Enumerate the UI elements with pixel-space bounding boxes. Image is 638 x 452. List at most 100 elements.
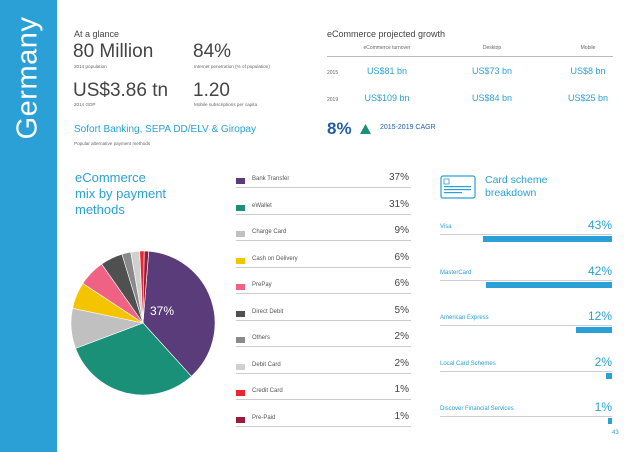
- legend-row-cash-on-delivery: Cash on Delivery 6%: [236, 252, 411, 276]
- legend-row-bank-transfer: Bank Transfer 37%: [236, 172, 411, 196]
- growth-col-desktop: Desktop: [482, 45, 502, 51]
- card-bar-discover-financial-services: [608, 418, 612, 424]
- payment-mix-pie-chart: [70, 250, 216, 396]
- legend-swatch-prepay: [236, 284, 245, 290]
- card-row-discover-financial-services: Discover Financial Services 1%: [440, 400, 612, 440]
- legend-value-ewallet: 31%: [388, 198, 409, 210]
- page-number: 43: [612, 430, 619, 436]
- legend-value-credit-card: 1%: [394, 384, 409, 395]
- card-bar-visa: [482, 236, 612, 242]
- legend-label-pre-paid: Pre-Paid: [252, 414, 276, 421]
- payment-methods-label: Popular alternative payment methods: [74, 141, 151, 146]
- growth-col-mobile: Mobile: [580, 45, 596, 51]
- country-sidebar: Germany: [0, 0, 57, 452]
- legend-swatch-credit-card: [236, 390, 245, 396]
- legend-row-ewallet: eWallet 31%: [236, 199, 411, 223]
- card-value-local-card-schemes: 2%: [594, 354, 612, 369]
- growth-year-2015: 2015: [327, 70, 339, 76]
- country-name: Germany: [11, 16, 44, 140]
- card-bar-mastercard: [485, 281, 612, 288]
- card-divider: [440, 234, 612, 235]
- card-row-american-express: American Express 12%: [440, 309, 612, 349]
- card-bar-local-card-schemes: [605, 372, 612, 379]
- mobile-value: 1.20: [193, 80, 230, 101]
- mobile-label: Mobile subscriptions per capita: [194, 102, 258, 107]
- legend-divider: [236, 187, 411, 188]
- mix-title-line2: mix by payment: [75, 186, 167, 201]
- legend-swatch-cash-on-delivery: [236, 257, 245, 264]
- card-bar-american-express: [575, 327, 612, 333]
- card-title-line1: Card scheme: [485, 174, 548, 186]
- legend-value-prepay: 6%: [394, 278, 409, 289]
- population-value: 80 Million: [73, 41, 154, 62]
- legend-swatch-direct-debit: [236, 310, 245, 317]
- legend-label-bank-transfer: Bank Transfer: [252, 176, 290, 182]
- turnover-2019: US$109 bn: [364, 93, 410, 103]
- legend-divider: [236, 319, 411, 321]
- legend-divider: [236, 293, 411, 294]
- payment-methods-value: Sofort Banking, SEPA DD/ELV & Giropay: [74, 124, 256, 135]
- triangle-up-icon: [360, 124, 371, 134]
- legend-value-cash-on-delivery: 6%: [394, 251, 409, 263]
- gdp-label: 2014 GDP: [74, 102, 96, 107]
- mix-title-line3: methods: [75, 202, 125, 217]
- glance-title: At a glance: [74, 29, 120, 39]
- card-label-discover-financial-services: Discover Financial Services: [440, 406, 514, 412]
- cagr-label: 2015-2019 CAGR: [380, 124, 436, 131]
- legend-row-credit-card: Credit Card 1%: [236, 384, 411, 408]
- legend-label-prepay: PrePay: [252, 282, 272, 288]
- legend-label-charge-card: Charge Card: [252, 229, 287, 235]
- card-row-visa: Visa 43%: [440, 218, 612, 258]
- legend-label-ewallet: eWallet: [252, 202, 272, 209]
- legend-swatch-others: [236, 337, 245, 343]
- card-value-discover-financial-services: 1%: [594, 400, 612, 414]
- legend-divider: [236, 425, 411, 427]
- card-divider: [440, 370, 612, 372]
- legend-value-pre-paid: 1%: [394, 410, 409, 422]
- legend-row-prepay: PrePay 6%: [236, 278, 411, 302]
- pie-slice-ewallet: [75, 322, 192, 396]
- legend-value-direct-debit: 5%: [394, 304, 409, 316]
- legend-row-charge-card: Charge Card 9%: [236, 225, 411, 249]
- card-title-line2: breakdown: [485, 187, 537, 199]
- card-scheme-title: Card scheme breakdown: [485, 174, 547, 200]
- legend-label-debit-card: Debit Card: [252, 361, 281, 368]
- cagr-value: 8%: [327, 119, 352, 138]
- card-value-mastercard: 42%: [587, 263, 612, 278]
- card-divider: [440, 279, 612, 281]
- desktop-2019: US$84 bn: [471, 93, 513, 103]
- legend-label-direct-debit: Direct Debit: [252, 308, 284, 315]
- card-label-mastercard: MasterCard: [440, 269, 472, 276]
- legend-value-others: 2%: [394, 331, 409, 342]
- mobile-2015: US$8 bn: [570, 66, 606, 76]
- mix-title-line1: eCommerce: [75, 170, 146, 185]
- legend-row-pre-paid: Pre-Paid 1%: [236, 411, 411, 435]
- legend-divider: [236, 240, 411, 241]
- internet-label: Internet penetration (% of population): [194, 64, 270, 69]
- legend-swatch-ewallet: [236, 204, 245, 211]
- card-row-local-card-schemes: Local Card Schemes 2%: [440, 355, 612, 395]
- card-divider: [440, 325, 612, 326]
- desktop-2015: US$73 bn: [471, 66, 513, 76]
- card-label-visa: Visa: [440, 224, 452, 230]
- growth-year-2019: 2019: [327, 97, 339, 103]
- legend-value-bank-transfer: 37%: [388, 172, 409, 183]
- legend-value-debit-card: 2%: [394, 357, 409, 369]
- pie-slice-pre-paid: [142, 250, 150, 324]
- legend-divider: [236, 372, 411, 374]
- growth-title: eCommerce projected growth: [327, 29, 446, 39]
- legend-row-direct-debit: Direct Debit 5%: [236, 305, 411, 329]
- legend-swatch-debit-card: [236, 363, 245, 370]
- legend-divider: [236, 346, 411, 347]
- growth-col-turnover: eCommerce turnover: [363, 45, 411, 51]
- mobile-2019: US$25 bn: [567, 93, 609, 103]
- legend-swatch-charge-card: [236, 231, 245, 237]
- card-divider: [440, 416, 612, 417]
- legend-value-charge-card: 9%: [394, 225, 409, 236]
- legend-label-cash-on-delivery: Cash on Delivery: [252, 255, 298, 262]
- legend-swatch-pre-paid: [236, 416, 245, 423]
- card-label-local-card-schemes: Local Card Schemes: [440, 360, 496, 367]
- legend-label-credit-card: Credit Card: [252, 388, 283, 394]
- mix-title: eCommerce mix by payment methods: [75, 170, 166, 218]
- card-value-visa: 43%: [587, 218, 612, 232]
